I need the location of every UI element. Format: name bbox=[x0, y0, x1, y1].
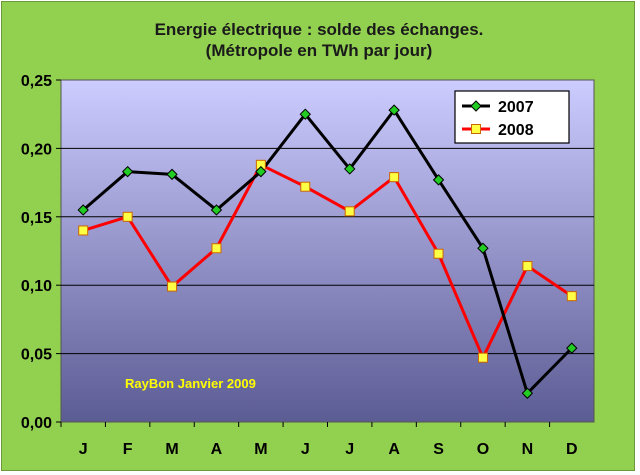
data-point-2008 bbox=[566, 291, 577, 302]
data-point-2008 bbox=[78, 225, 89, 236]
x-tick-label: F bbox=[123, 441, 133, 458]
x-tick-label: S bbox=[433, 441, 444, 458]
data-point-2008 bbox=[477, 352, 488, 363]
data-point-2007 bbox=[299, 108, 311, 120]
data-point-2008 bbox=[389, 172, 400, 183]
data-point-2007 bbox=[255, 165, 267, 178]
data-point-2007 bbox=[210, 204, 223, 216]
series-layer bbox=[77, 104, 578, 399]
legend-label-2007: 2007 bbox=[498, 99, 534, 116]
x-tick-label: N bbox=[522, 441, 534, 458]
x-tick-label: M bbox=[254, 441, 267, 458]
chart-subtitle: (Métropole en TWh par jour) bbox=[206, 41, 433, 60]
data-point-2007 bbox=[521, 387, 534, 399]
y-tick-label: 0,25 bbox=[21, 73, 52, 90]
data-point-2007 bbox=[388, 104, 400, 116]
legend-marker-2008 bbox=[471, 124, 481, 134]
legend: 2007 2008 bbox=[454, 90, 570, 144]
x-tick-label: J bbox=[345, 441, 354, 458]
data-point-2008 bbox=[122, 211, 133, 222]
data-point-2008 bbox=[211, 243, 222, 254]
data-point-2008 bbox=[522, 261, 533, 272]
data-point-2008 bbox=[433, 248, 444, 259]
data-point-2007 bbox=[344, 163, 356, 175]
legend-marker-2007 bbox=[470, 100, 482, 112]
author-annotation: RayBon Janvier 2009 bbox=[125, 376, 256, 391]
data-point-2008 bbox=[300, 181, 311, 192]
series-line-2007 bbox=[82, 108, 573, 395]
x-tick-label: A bbox=[211, 441, 223, 458]
chart-title: Energie électrique : solde des échanges. bbox=[155, 20, 484, 39]
data-point-2007 bbox=[166, 168, 178, 181]
x-tick-label: J bbox=[79, 441, 88, 458]
legend-label-2008: 2008 bbox=[498, 122, 534, 139]
data-point-2007 bbox=[77, 204, 89, 216]
data-point-2007 bbox=[121, 165, 134, 178]
legend-box bbox=[454, 90, 570, 144]
x-tick-label: J bbox=[301, 441, 310, 458]
y-tick-label: 0,20 bbox=[21, 141, 52, 158]
y-tick-label: 0,00 bbox=[21, 415, 52, 432]
y-tick-label: 0,05 bbox=[21, 347, 52, 364]
y-tick-label: 0,10 bbox=[21, 278, 52, 295]
data-point-2008 bbox=[344, 206, 355, 217]
data-point-2007 bbox=[477, 242, 489, 254]
x-tick-label: A bbox=[388, 441, 400, 458]
x-tick-label: O bbox=[477, 441, 489, 458]
gridlines bbox=[61, 147, 594, 355]
data-point-2007 bbox=[566, 342, 578, 354]
data-point-2008 bbox=[167, 281, 178, 292]
x-tick-label: M bbox=[165, 441, 178, 458]
y-axis: 0,00 0,05 0,10 0,15 0,20 0,25 bbox=[21, 73, 61, 432]
x-tick-label: D bbox=[566, 441, 578, 458]
series-line-2008 bbox=[82, 163, 573, 360]
y-tick-label: 0,15 bbox=[21, 210, 52, 227]
data-point-2007 bbox=[432, 174, 445, 186]
